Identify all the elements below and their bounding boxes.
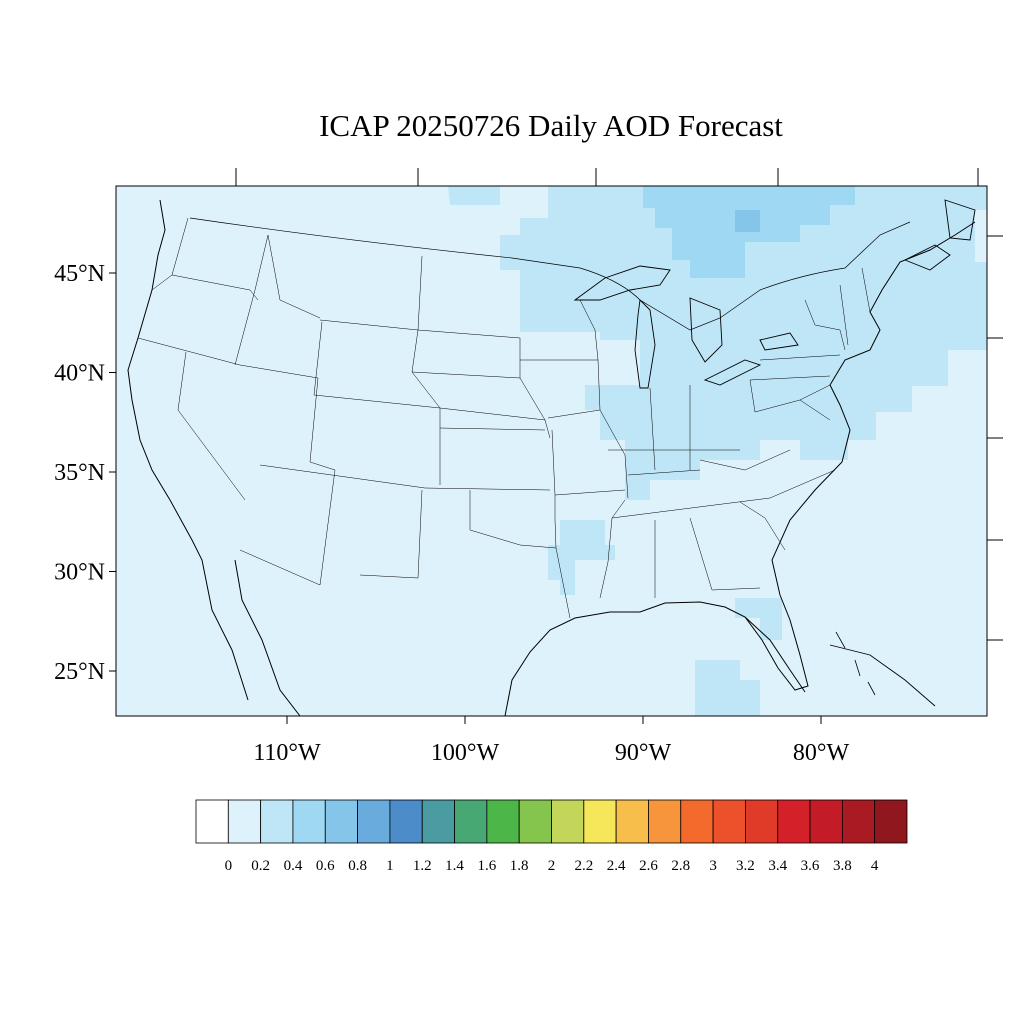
lake-ontario xyxy=(759,332,799,351)
lon-label-2: 90°W xyxy=(615,740,672,766)
gulf-coastline xyxy=(504,594,809,716)
colorbar-label-4: 0.8 xyxy=(348,858,367,874)
us-canada-border xyxy=(189,217,911,331)
colorbar-label-10: 2 xyxy=(548,858,556,874)
lat-label-0: 45°N xyxy=(54,261,105,287)
colorbar-swatch-0 xyxy=(195,799,229,844)
colorbar-swatch-9 xyxy=(486,799,520,844)
lat-label-2: 35°N xyxy=(54,460,105,486)
aod-region-lower-mississippi xyxy=(548,520,615,595)
bahamas xyxy=(835,631,876,696)
aod-layer xyxy=(448,186,987,716)
colorbar-swatch-8 xyxy=(454,799,488,844)
colorbar-swatch-12 xyxy=(583,799,617,844)
baja-peninsula xyxy=(234,559,301,716)
colorbar-label-11: 2.2 xyxy=(574,858,593,874)
colorbar-label-19: 3.8 xyxy=(833,858,852,874)
colorbar-label-20: 4 xyxy=(871,858,879,874)
colorbar-swatch-14 xyxy=(648,799,682,844)
aod-region-quebec-max xyxy=(735,210,760,232)
colorbar-label-8: 1.6 xyxy=(477,858,496,874)
colorbar-label-3: 0.6 xyxy=(316,858,335,874)
lake-michigan xyxy=(634,299,656,389)
colorbar-swatch-5 xyxy=(357,799,391,844)
lat-label-1: 40°N xyxy=(54,361,105,387)
west-coastline xyxy=(127,199,249,701)
colorbar-swatch-10 xyxy=(518,799,552,844)
map-frame xyxy=(115,185,988,717)
latitude-axis: 45°N 40°N 35°N 30°N 25°N xyxy=(54,261,116,685)
colorbar-label-9: 1.8 xyxy=(510,858,529,874)
geography xyxy=(127,199,976,716)
lat-label-3: 30°N xyxy=(54,560,105,586)
colorbar-swatch-11 xyxy=(551,799,585,844)
colorbar-label-14: 2.8 xyxy=(671,858,690,874)
colorbar-swatch-15 xyxy=(680,799,714,844)
colorbar-swatch-20 xyxy=(841,799,876,844)
colorbar-swatch-7 xyxy=(421,799,455,844)
colorbar-label-13: 2.6 xyxy=(639,858,658,874)
map-title: ICAP 20250726 Daily AOD Forecast xyxy=(319,108,783,143)
lat-label-4: 25°N xyxy=(54,659,105,685)
colorbar-label-0: 0 xyxy=(225,858,233,874)
colorbar-swatch-18 xyxy=(777,799,811,844)
colorbar-swatch-13 xyxy=(615,799,649,844)
colorbar-label-2: 0.4 xyxy=(284,858,303,874)
colorbar-label-15: 3 xyxy=(709,858,717,874)
colorbar-swatch-3 xyxy=(292,799,326,844)
colorbar-swatch-16 xyxy=(712,799,746,844)
colorbar-swatch-21 xyxy=(874,799,908,844)
aod-region-florida-patch xyxy=(735,598,782,640)
colorbar-swatch-17 xyxy=(745,799,779,844)
lon-label-3: 80°W xyxy=(793,740,850,766)
colorbar-label-18: 3.6 xyxy=(801,858,820,874)
colorbar-label-1: 0.2 xyxy=(251,858,270,874)
colorbar-swatch-2 xyxy=(260,799,294,844)
colorbar-label-12: 2.4 xyxy=(607,858,626,874)
lake-huron xyxy=(689,297,723,363)
colorbar-swatch-4 xyxy=(324,799,358,844)
right-ticks xyxy=(987,235,1003,641)
aod-colorbar: 0 0.2 0.4 0.6 0.8 1 1.2 1.4 1.6 1.8 2 2.2 2.4 2.6 2.8 3… xyxy=(195,799,908,874)
colorbar-swatch-6 xyxy=(389,799,423,844)
colorbar-swatch-19 xyxy=(809,799,843,844)
top-ticks xyxy=(235,168,979,186)
colorbar-label-5: 1 xyxy=(386,858,394,874)
lake-erie xyxy=(703,359,762,386)
cuba xyxy=(829,644,936,707)
lon-label-0: 110°W xyxy=(253,740,321,766)
nova-scotia xyxy=(903,244,951,271)
colorbar-label-6: 1.2 xyxy=(413,858,432,874)
lake-superior xyxy=(573,265,671,301)
colorbar-label-7: 1.4 xyxy=(445,858,464,874)
aod-region-ohio-valley xyxy=(585,360,790,500)
lon-label-1: 100°W xyxy=(431,740,500,766)
florida-coast xyxy=(744,616,806,693)
longitude-axis: 110°W 100°W 90°W 80°W xyxy=(253,716,849,766)
aod-region-gulf-plume xyxy=(695,660,760,716)
newfoundland xyxy=(944,199,976,241)
aod-region-canada-plume xyxy=(448,186,987,460)
colorbar-label-17: 3.4 xyxy=(768,858,787,874)
state-borders xyxy=(137,217,871,619)
colorbar-swatch-1 xyxy=(227,799,262,844)
colorbar-label-16: 3.2 xyxy=(736,858,755,874)
